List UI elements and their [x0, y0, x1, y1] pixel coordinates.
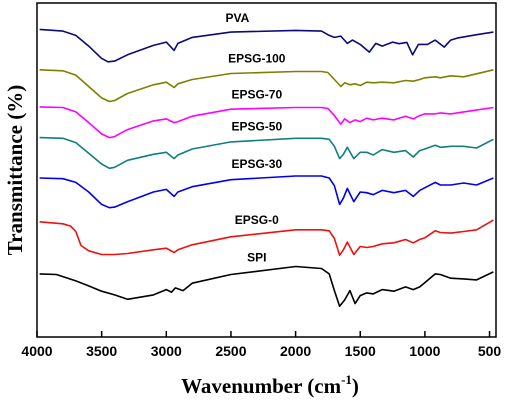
series-line-epsg-0 — [39, 219, 494, 256]
x-tick-label-2500: 2500 — [215, 343, 246, 359]
series-label-epsg-30: EPSG-30 — [231, 157, 282, 171]
series-label-pva: PVA — [226, 11, 250, 25]
series-labels: PVA EPSG-100 EPSG-70 EPSG-50 EPSG-30 EPSG-0 SP… — [226, 11, 286, 264]
series-line-spi — [39, 265, 494, 308]
series-label-epsg-100: EPSG-100 — [228, 52, 286, 66]
series-line-epsg-70 — [39, 106, 494, 139]
y-axis-title: Transmittance (%) — [3, 85, 27, 256]
x-axis-ticks: 4000 3500 3000 2500 2000 1500 1000 500 — [21, 331, 501, 359]
x-axis-title-close: ) — [352, 374, 359, 398]
x-axis-title: Wavenumber (cm-1) — [181, 372, 359, 398]
plot-frame — [36, 2, 497, 338]
x-tick-label-3500: 3500 — [86, 343, 117, 359]
x-axis-title-superscript: -1 — [341, 372, 352, 387]
series-line-pva — [39, 28, 494, 63]
x-tick-label-4000: 4000 — [21, 343, 52, 359]
series-line-epsg-30 — [39, 175, 494, 209]
series-label-epsg-70: EPSG-70 — [231, 88, 282, 102]
series-line-epsg-100 — [39, 69, 494, 103]
x-axis-title-main: Wavenumber (cm — [181, 374, 342, 398]
series-label-epsg-0: EPSG-0 — [235, 213, 279, 227]
series-group — [39, 28, 494, 308]
x-tick-label-3000: 3000 — [151, 343, 182, 359]
x-tick-label-1500: 1500 — [345, 343, 376, 359]
x-tick-label-1000: 1000 — [409, 343, 440, 359]
x-tick-label-2000: 2000 — [280, 343, 311, 359]
x-tick-label-500: 500 — [478, 343, 502, 359]
series-label-epsg-50: EPSG-50 — [231, 119, 282, 133]
series-label-spi: SPI — [247, 250, 266, 264]
series-line-epsg-50 — [39, 136, 494, 170]
